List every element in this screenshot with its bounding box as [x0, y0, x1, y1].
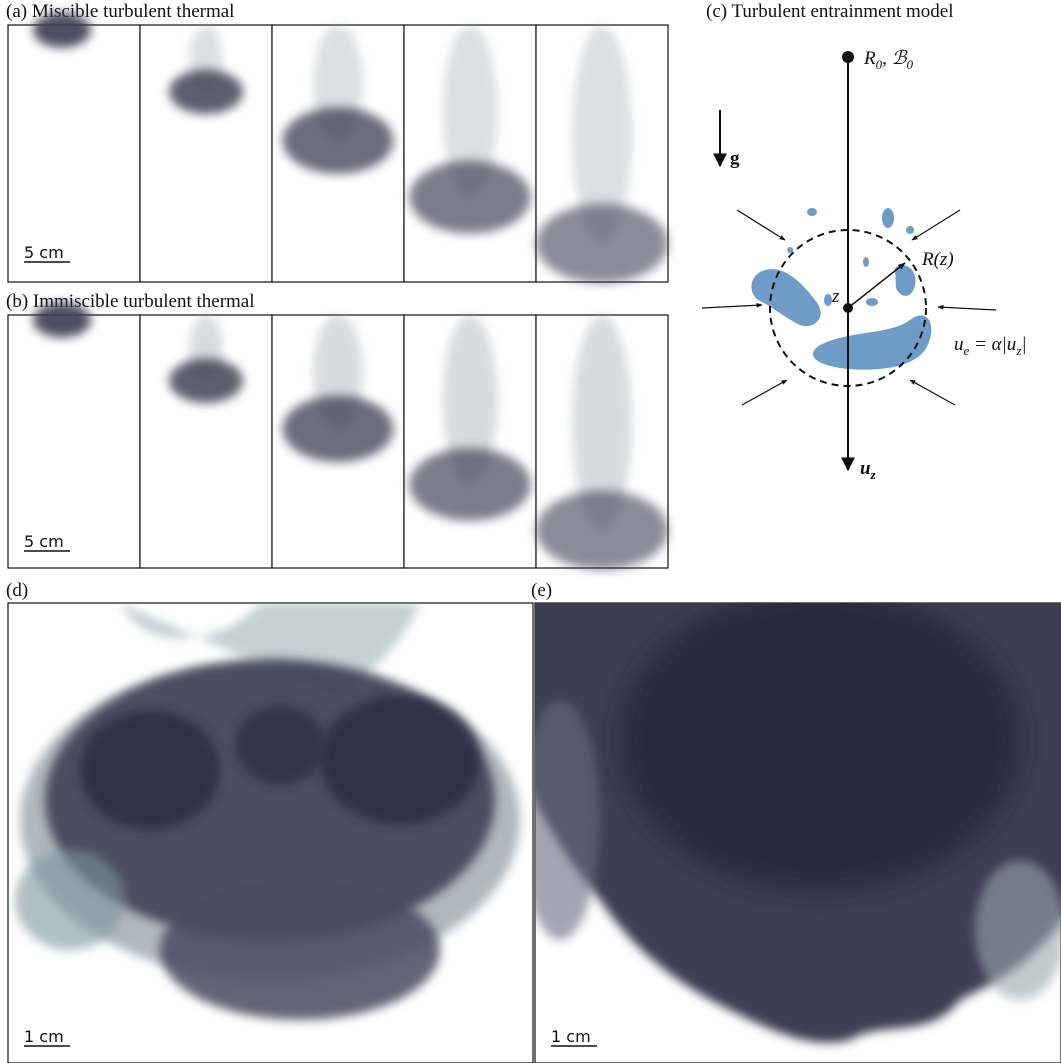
thermal: [536, 204, 668, 283]
height-label: z: [831, 286, 840, 307]
thermal: [33, 13, 91, 48]
panel-e-label: (e): [531, 580, 552, 601]
scale-bar-label: 5 cm: [24, 243, 64, 262]
frame: [8, 315, 140, 568]
miscible-strip: [8, 13, 668, 283]
immiscible-strip: [8, 303, 668, 570]
math-text: u: [860, 458, 871, 479]
thermal: [409, 448, 530, 521]
thermal: [536, 490, 668, 569]
source-point: [842, 51, 854, 63]
figure: (a) Miscible turbulent thermal 5 cm (b) …: [0, 0, 1061, 1063]
source-label: R0, ℬ0: [863, 48, 914, 72]
subscript: 0: [907, 57, 914, 72]
subscript: z: [870, 467, 877, 482]
math-text: R: [863, 48, 876, 69]
math-text: , ℬ: [882, 48, 909, 69]
panel-c-label: (c) Turbulent entrainment model: [706, 1, 953, 22]
panel-d-label: (d): [6, 580, 28, 601]
radius-label: R(z): [921, 249, 954, 270]
thermal: [409, 161, 530, 234]
math-text: = α|u: [969, 334, 1016, 355]
thermal: [33, 303, 91, 338]
scale-bar-label: 5 cm: [24, 532, 64, 551]
thermal: [283, 396, 394, 463]
entrainment-diagram: R0, ℬ0 g R(z) z ue = α|uz| uz: [702, 48, 1027, 482]
scale-bar-label: 1 cm: [24, 1027, 64, 1046]
entrainment-label: ue = α|uz|: [954, 334, 1027, 358]
math-text: u: [954, 334, 964, 355]
thermal: [283, 107, 394, 174]
scale-bar-label: 1 cm: [551, 1027, 591, 1046]
thermal: [169, 70, 243, 114]
math-text: |: [1021, 334, 1026, 355]
thermal: [169, 359, 243, 403]
fluid-blobs: [751, 208, 931, 370]
gravity-label: g: [730, 148, 740, 169]
velocity-label: uz: [860, 458, 877, 482]
